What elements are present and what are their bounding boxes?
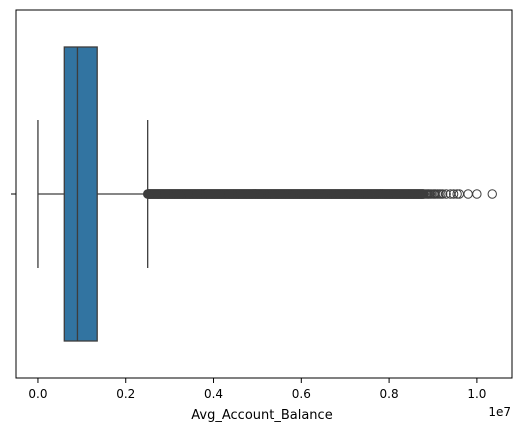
x-tick-label: 0.4 — [204, 387, 223, 401]
outlier-point — [463, 189, 473, 199]
outlier-point — [487, 189, 497, 199]
x-tick-label: 0.0 — [28, 387, 47, 401]
outlier-point — [472, 189, 482, 199]
x-tick-label: 0.2 — [116, 387, 135, 401]
x-axis-ticks: 0.0 0.2 0.4 0.6 0.8 1.0 — [28, 378, 486, 401]
x-tick-label: 0.6 — [292, 387, 311, 401]
x-axis-multiplier: 1e7 — [488, 405, 511, 419]
outliers-group — [142, 189, 497, 199]
x-axis-label: Avg_Account_Balance — [191, 408, 332, 423]
x-tick-label: 1.0 — [467, 387, 486, 401]
outlier-point — [452, 189, 462, 199]
x-tick-label: 0.8 — [380, 387, 399, 401]
outlier-point — [441, 189, 451, 199]
outlier-point — [454, 189, 465, 199]
outlier-point — [448, 189, 459, 199]
box-group — [37, 46, 149, 342]
iqr-box — [63, 46, 98, 342]
